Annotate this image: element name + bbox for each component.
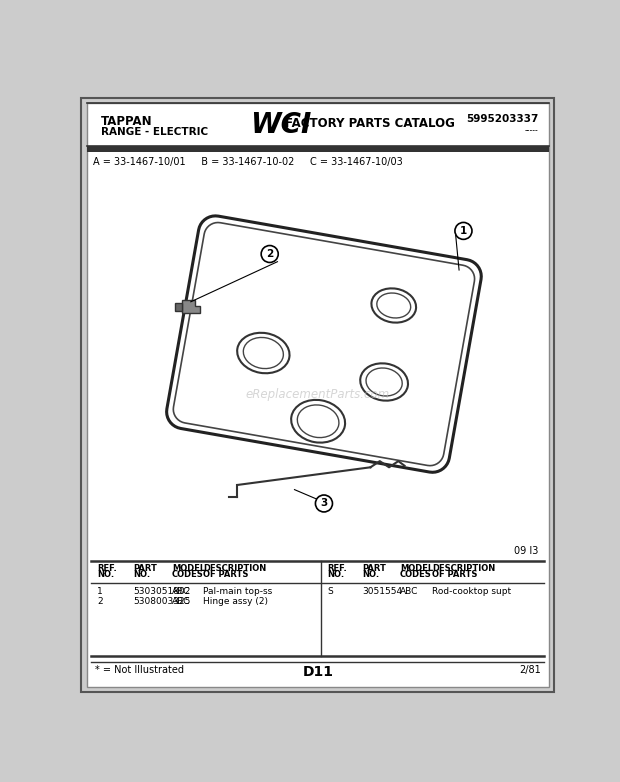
Text: TAPPAN: TAPPAN bbox=[100, 116, 153, 128]
Text: DESCRIPTION: DESCRIPTION bbox=[433, 564, 496, 572]
Text: Hinge assy (2): Hinge assy (2) bbox=[203, 597, 268, 605]
Text: PART: PART bbox=[133, 564, 157, 572]
Ellipse shape bbox=[237, 333, 290, 373]
Ellipse shape bbox=[360, 364, 408, 400]
Text: REF.: REF. bbox=[97, 564, 117, 572]
Text: 1: 1 bbox=[460, 226, 467, 236]
Text: OF PARTS: OF PARTS bbox=[203, 570, 249, 579]
Ellipse shape bbox=[298, 405, 339, 438]
Text: D11: D11 bbox=[303, 665, 334, 680]
Text: PART: PART bbox=[363, 564, 387, 572]
Text: MODEL: MODEL bbox=[400, 564, 433, 572]
Text: Pal-main top-ss: Pal-main top-ss bbox=[203, 586, 272, 596]
Text: CODES: CODES bbox=[172, 570, 204, 579]
Text: NO.: NO. bbox=[133, 570, 151, 579]
Circle shape bbox=[316, 495, 332, 512]
Text: A = 33-1467-10/01     B = 33-1467-10-02     C = 33-1467-10/03: A = 33-1467-10/01 B = 33-1467-10-02 C = … bbox=[93, 157, 403, 167]
Text: OF PARTS: OF PARTS bbox=[433, 570, 478, 579]
Text: 09 I3: 09 I3 bbox=[514, 546, 539, 556]
Ellipse shape bbox=[243, 338, 283, 368]
Text: 2: 2 bbox=[266, 249, 273, 259]
Text: S: S bbox=[327, 586, 333, 596]
Ellipse shape bbox=[291, 400, 345, 443]
Text: WCI: WCI bbox=[249, 111, 311, 138]
Text: ABC: ABC bbox=[400, 586, 419, 596]
Circle shape bbox=[261, 246, 278, 263]
Text: NO.: NO. bbox=[327, 570, 344, 579]
Circle shape bbox=[455, 222, 472, 239]
Text: 2/81: 2/81 bbox=[519, 665, 541, 675]
Text: 2: 2 bbox=[97, 597, 102, 605]
Polygon shape bbox=[175, 303, 182, 311]
Bar bbox=[87, 146, 549, 152]
Text: 5308003325: 5308003325 bbox=[133, 597, 191, 605]
Text: eReplacementParts.com: eReplacementParts.com bbox=[246, 388, 390, 400]
Polygon shape bbox=[182, 300, 200, 313]
Ellipse shape bbox=[377, 293, 410, 318]
Text: NO.: NO. bbox=[97, 570, 114, 579]
Text: ABC: ABC bbox=[172, 597, 190, 605]
Text: ABC: ABC bbox=[172, 586, 190, 596]
Polygon shape bbox=[167, 216, 481, 472]
Text: NO.: NO. bbox=[363, 570, 380, 579]
Text: 3051554: 3051554 bbox=[363, 586, 403, 596]
Ellipse shape bbox=[366, 368, 402, 396]
Text: * = Not Illustrated: * = Not Illustrated bbox=[94, 665, 184, 675]
Text: DESCRIPTION: DESCRIPTION bbox=[203, 564, 267, 572]
Text: MODEL: MODEL bbox=[172, 564, 205, 572]
Text: CODES: CODES bbox=[400, 570, 432, 579]
Text: RANGE - ELECTRIC: RANGE - ELECTRIC bbox=[100, 127, 208, 137]
Ellipse shape bbox=[371, 289, 416, 323]
Text: Rod-cooktop supt: Rod-cooktop supt bbox=[433, 586, 512, 596]
Text: 5995203337: 5995203337 bbox=[466, 114, 539, 124]
Text: REF.: REF. bbox=[327, 564, 347, 572]
Text: 3: 3 bbox=[321, 498, 327, 508]
Text: 1: 1 bbox=[97, 586, 103, 596]
Text: -----: ----- bbox=[525, 126, 539, 135]
Text: 5303051802: 5303051802 bbox=[133, 586, 191, 596]
Text: FACTORY PARTS CATALOG: FACTORY PARTS CATALOG bbox=[285, 117, 455, 130]
